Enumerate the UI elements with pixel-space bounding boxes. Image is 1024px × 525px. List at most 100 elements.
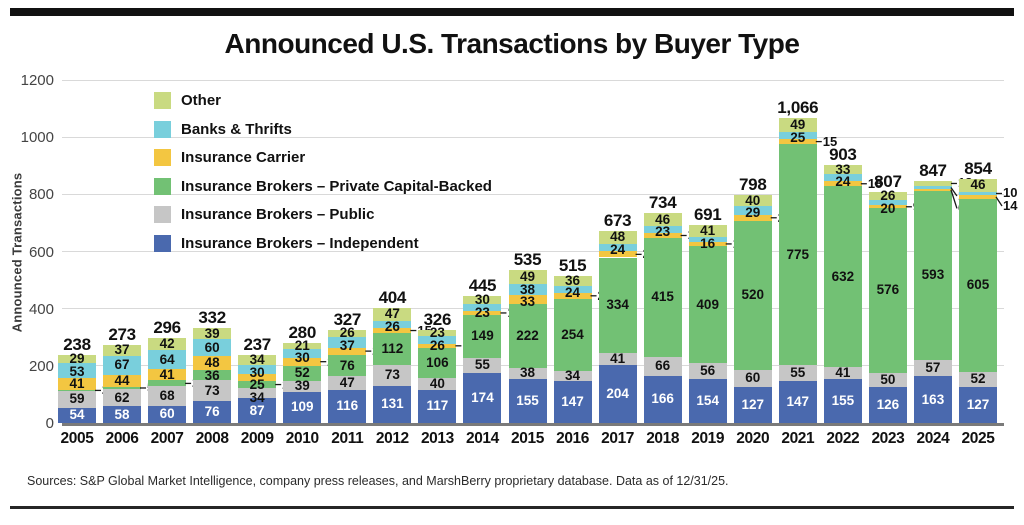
segment-label: 52	[294, 365, 310, 381]
bar-segment	[418, 343, 457, 348]
bar-segment	[58, 390, 96, 408]
segment-label: 64	[159, 351, 175, 367]
segment-label: 127	[966, 396, 990, 412]
bar-segment	[778, 380, 817, 423]
bar-segment	[418, 336, 457, 344]
segment-label: 147	[786, 393, 810, 409]
segment-label: 23	[429, 325, 445, 341]
bar-segment	[868, 386, 907, 423]
legend-swatch-pcb	[154, 177, 171, 195]
bar-segment	[643, 226, 682, 233]
bar-segment	[193, 380, 232, 402]
segment-label: 67	[114, 357, 130, 373]
segment-label: 54	[69, 407, 85, 423]
total-label: 332	[198, 308, 226, 328]
bar-segment	[373, 320, 412, 329]
legend-label-independent: Insurance Brokers – Independent	[181, 234, 419, 252]
gridline	[62, 79, 1004, 81]
bar-segment	[103, 344, 142, 356]
segment-label: 576	[876, 282, 900, 298]
bar-segment	[508, 294, 547, 305]
segment-label: 60	[159, 406, 175, 422]
bar-segment	[508, 270, 547, 285]
bar-segment	[373, 364, 412, 386]
segment-label: 24	[610, 241, 626, 257]
segment-label: 131	[381, 396, 404, 412]
bar-segment	[598, 257, 637, 353]
segment-label: 34	[249, 389, 265, 405]
segment-label: 30	[474, 292, 490, 308]
bar-segment	[868, 372, 907, 387]
year-label: 2009	[240, 430, 274, 447]
bar-segment	[778, 132, 817, 140]
segment-label: 25	[249, 377, 265, 393]
bar-segment	[733, 194, 772, 207]
segment-label: 174	[471, 390, 494, 406]
segment-label: 87	[249, 402, 265, 418]
segment-label: 76	[204, 404, 220, 420]
bar-segment	[418, 347, 457, 379]
total-label: 673	[603, 210, 632, 230]
bar-segment	[238, 373, 277, 381]
bar-segment	[373, 307, 412, 321]
segment-label: 39	[204, 325, 220, 341]
segment-label: 62	[114, 389, 130, 405]
segment-label: 33	[519, 294, 536, 310]
bar-segment	[463, 310, 502, 315]
segment-label: 24	[565, 285, 581, 301]
year-label: 2020	[736, 430, 770, 447]
bar-segment	[373, 328, 412, 333]
segment-label: 50	[880, 371, 896, 387]
bar-segment	[238, 380, 277, 389]
callout-label: 10	[1003, 185, 1018, 201]
segment-label: 42	[159, 336, 175, 352]
callout-label: 14	[1003, 197, 1018, 213]
bar-segment	[868, 208, 907, 373]
bar-segment	[328, 329, 367, 337]
segment-label: 520	[741, 287, 765, 303]
bar-segment	[328, 376, 367, 390]
segment-label: 775	[786, 246, 810, 262]
bar-segment	[688, 378, 727, 423]
bar-segment	[193, 339, 232, 357]
segment-label: 163	[921, 391, 945, 407]
bar-segment	[58, 363, 96, 379]
bar-segment	[733, 369, 772, 387]
bar-segment	[823, 181, 862, 187]
bar-segment	[283, 391, 322, 423]
total-label: 535	[513, 250, 542, 270]
bar-segment	[688, 225, 727, 238]
segment-label: 76	[339, 357, 355, 373]
bar-segment	[463, 295, 502, 305]
legend-item-public: Insurance Brokers – Public	[154, 206, 374, 223]
segment-label: 49	[790, 117, 806, 133]
bar-segment	[103, 355, 142, 375]
x-axis-line	[62, 423, 1004, 426]
segment-label: 632	[831, 268, 855, 284]
bar-segment	[868, 199, 907, 206]
segment-label: 127	[741, 396, 765, 412]
segment-label: 605	[966, 277, 990, 293]
total-label: 238	[63, 334, 91, 354]
segment-label: 23	[474, 304, 490, 320]
top-rule	[10, 8, 1014, 16]
segment-label: 37	[114, 342, 130, 358]
bar-segment	[328, 389, 367, 423]
bar-segment	[823, 366, 862, 379]
legend-item-carrier: Insurance Carrier	[154, 149, 305, 166]
segment-label: 60	[745, 370, 761, 386]
bar-segment	[823, 174, 862, 182]
total-label: 903	[829, 144, 857, 164]
total-label: 515	[558, 255, 587, 275]
segment-label: 26	[339, 325, 355, 341]
bar-segment	[688, 237, 727, 242]
segment-label: 41	[159, 366, 175, 382]
bar-segment	[193, 356, 232, 371]
segment-label: 25	[790, 129, 806, 145]
y-tick-label: 200	[28, 357, 54, 375]
chart-title: Announced U.S. Transactions by Buyer Typ…	[224, 28, 800, 59]
bar-segment	[688, 246, 727, 363]
bar-segment	[463, 304, 502, 311]
bar-segment	[148, 405, 187, 423]
segment-label: 46	[970, 177, 986, 193]
